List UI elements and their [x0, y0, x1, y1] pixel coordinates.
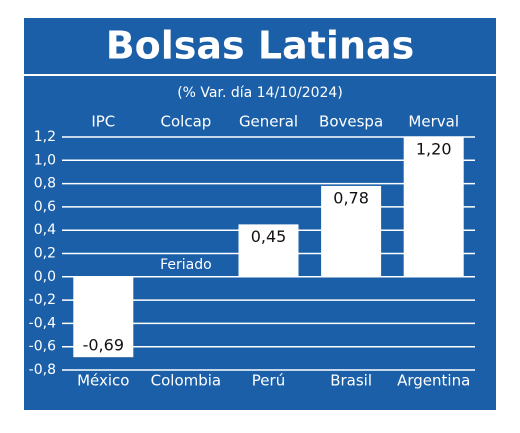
y-tick-label: 0,0	[34, 269, 56, 285]
y-tick-label: -0,2	[29, 292, 56, 308]
index-name: Bovespa	[319, 113, 383, 131]
chart-subtitle: (% Var. día 14/10/2024)	[177, 85, 343, 101]
bar	[73, 276, 134, 358]
index-name: Merval	[408, 113, 459, 131]
chart-title: Bolsas Latinas	[106, 24, 415, 68]
y-tick-label: 0,8	[34, 176, 56, 192]
bar	[321, 185, 382, 277]
bar	[403, 137, 464, 277]
x-tick-label: Brasil	[330, 372, 372, 390]
x-tick-label: Colombia	[151, 372, 222, 390]
index-name: Colcap	[161, 113, 212, 131]
x-tick-label: Argentina	[397, 372, 470, 390]
y-tick-label: 1,0	[34, 152, 56, 168]
y-tick-label: 1,2	[34, 129, 56, 145]
index-name: IPC	[91, 113, 115, 131]
value-label: 0,78	[333, 188, 369, 207]
value-label: -0,69	[83, 336, 124, 355]
y-tick-label: 0,4	[34, 222, 56, 238]
x-tick-label: México	[77, 372, 129, 390]
y-tick-label: -0,8	[29, 362, 56, 378]
y-tick-label: -0,6	[29, 339, 56, 355]
y-tick-label: -0,4	[29, 315, 56, 331]
value-label: 0,45	[251, 227, 287, 246]
y-tick-label: 0,6	[34, 199, 56, 215]
annotation: Feriado	[160, 257, 212, 273]
index-name: General	[239, 113, 298, 131]
bar	[238, 224, 299, 277]
x-tick-label: Perú	[252, 372, 285, 390]
y-tick-label: 0,2	[34, 246, 56, 262]
value-label: 1,20	[416, 140, 452, 159]
